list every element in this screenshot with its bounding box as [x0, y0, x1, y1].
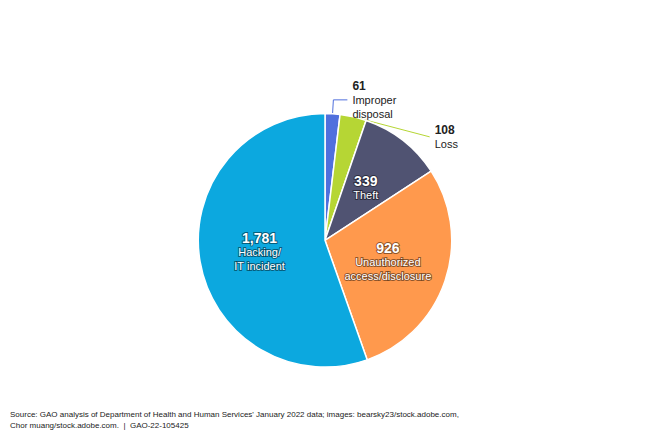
svg-text:Unauthorized: Unauthorized: [355, 256, 420, 268]
svg-text:1,781: 1,781: [242, 230, 277, 246]
svg-text:61: 61: [352, 79, 366, 93]
svg-text:Source: GAO analysis of Depart: Source: GAO analysis of Department of He…: [10, 410, 459, 419]
svg-text:926: 926: [376, 240, 400, 256]
svg-text:Hacking/: Hacking/: [238, 246, 282, 258]
svg-text:disposal: disposal: [352, 108, 392, 120]
svg-text:access/disclosure: access/disclosure: [344, 270, 431, 282]
svg-text:108: 108: [435, 123, 455, 137]
svg-text:Improper: Improper: [352, 94, 396, 106]
svg-text:339: 339: [354, 173, 378, 189]
svg-text:Theft: Theft: [353, 189, 378, 201]
svg-text:Loss: Loss: [435, 138, 459, 150]
svg-text:Chor muang/stock.adobe.com. |: Chor muang/stock.adobe.com. | GAO-22-105…: [10, 421, 189, 430]
svg-text:IT incident: IT incident: [234, 260, 285, 272]
